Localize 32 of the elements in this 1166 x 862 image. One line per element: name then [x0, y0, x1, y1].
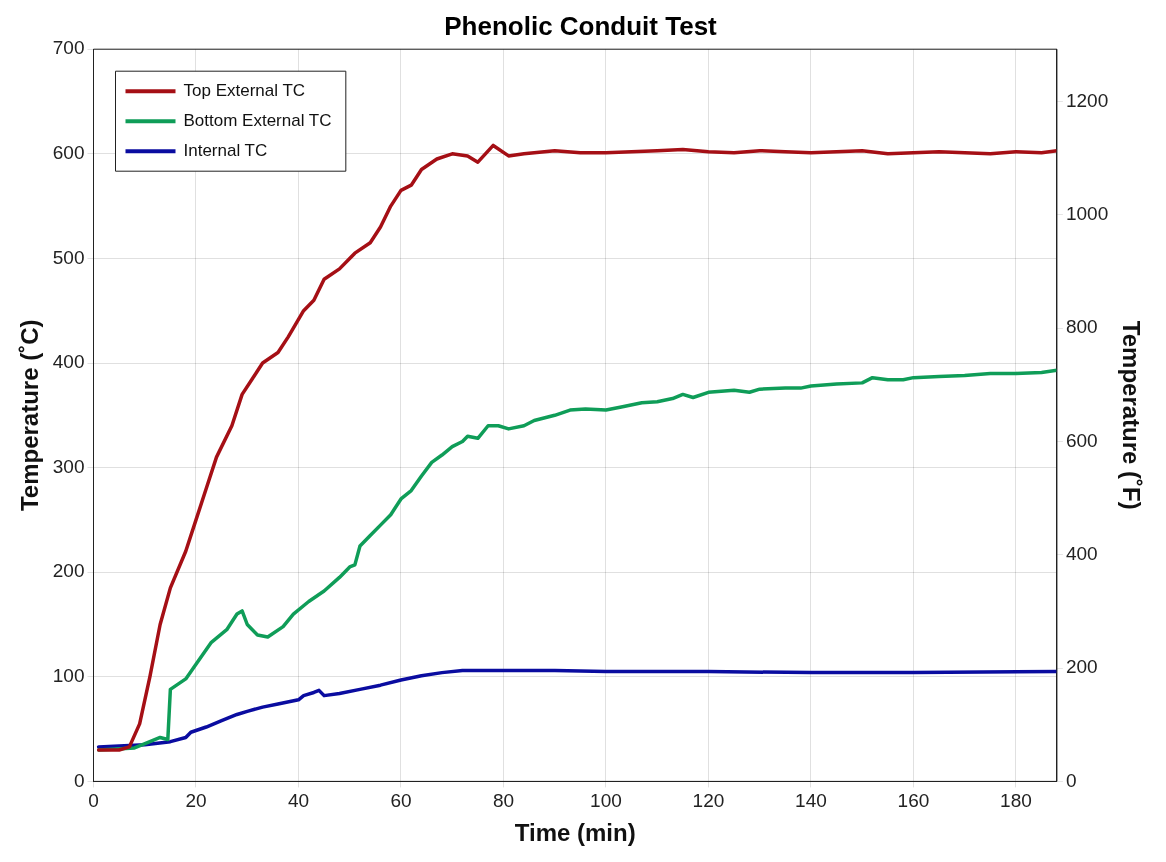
x-tick-label: 60: [390, 790, 412, 812]
y-tick-label: 200: [52, 560, 85, 582]
y2-axis-title: Temperature (˚F): [1117, 320, 1145, 510]
y-tick-label: 700: [52, 37, 85, 59]
y2-tick-label: 400: [1065, 542, 1098, 564]
legend-label: Internal TC: [183, 140, 268, 160]
x-tick-label: 140: [795, 790, 827, 812]
legend-label: Bottom External TC: [183, 110, 332, 130]
y-tick-label: 100: [52, 665, 85, 687]
x-tick-label: 40: [287, 790, 310, 812]
x-tick-label: 0: [88, 790, 99, 812]
x-tick-label: 120: [692, 790, 725, 812]
y2-tick-label: 600: [1065, 429, 1098, 451]
x-tick-label: 160: [897, 790, 930, 812]
y-tick-label: 0: [73, 769, 85, 791]
y-tick-label: 400: [52, 351, 85, 373]
y2-tick-label: 1200: [1065, 89, 1109, 111]
x-tick-label: 20: [185, 790, 207, 812]
y-tick-label: 500: [52, 246, 85, 268]
x-tick-label: 180: [1000, 790, 1032, 812]
y-axis-title: Temperature (˚C): [16, 319, 44, 512]
legend-label: Top External TC: [183, 80, 306, 100]
y2-tick-label: 800: [1065, 316, 1098, 338]
y-tick-label: 300: [52, 455, 85, 477]
x-tick-label: 100: [590, 790, 622, 812]
x-tick-label: 80: [492, 790, 515, 812]
y2-tick-label: 200: [1065, 656, 1098, 678]
x-axis-title: Time (min): [514, 819, 636, 847]
chart-title: Phenolic Conduit Test: [444, 10, 718, 41]
y2-tick-label: 1000: [1065, 202, 1109, 224]
y2-tick-label: 0: [1065, 769, 1077, 791]
y-tick-label: 600: [52, 142, 85, 164]
